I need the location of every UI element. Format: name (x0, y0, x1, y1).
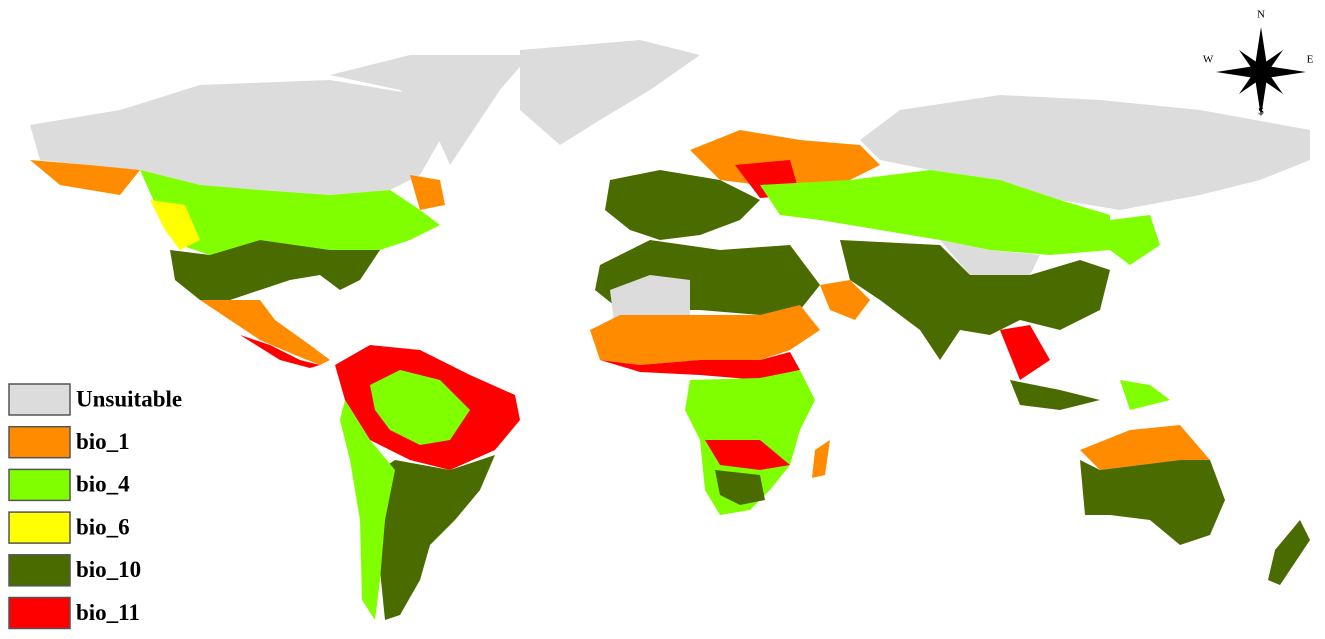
land (330, 55, 530, 165)
land (150, 200, 200, 250)
compass-needle (1255, 27, 1267, 72)
compass-label: S (1258, 106, 1264, 118)
land (1110, 215, 1160, 265)
compass-label: E (1307, 54, 1314, 66)
compass-label: W (1203, 54, 1214, 66)
land (690, 130, 880, 190)
land (760, 170, 1110, 255)
legend-swatch (8, 425, 71, 459)
legend-label: bio_10 (76, 557, 141, 582)
land (30, 160, 140, 195)
legend-swatch (8, 596, 71, 630)
land (940, 240, 1040, 275)
legend-label: bio_1 (76, 429, 130, 454)
land (605, 170, 760, 240)
land (140, 170, 440, 255)
land (590, 305, 820, 365)
world-map (30, 40, 1310, 620)
compass-needle (1261, 66, 1306, 78)
legend: Unsuitable bio_1 bio_4 bio_6 bio_10 bio_11 (8, 383, 182, 630)
land (812, 440, 830, 478)
land (340, 400, 395, 620)
land (370, 370, 470, 445)
legend-swatch (8, 554, 71, 587)
compass: N S W E (1203, 9, 1314, 118)
compass-label: N (1257, 9, 1265, 21)
compass-needle (1216, 66, 1261, 78)
land (600, 352, 800, 380)
land (840, 240, 1110, 360)
land (1268, 520, 1310, 585)
land (200, 300, 330, 365)
land (410, 175, 445, 210)
legend-label: bio_6 (76, 514, 130, 539)
legend-label: bio_4 (76, 472, 130, 497)
compass-needle (1255, 72, 1267, 117)
land (30, 80, 440, 195)
land (380, 455, 495, 620)
legend-label: bio_11 (76, 600, 140, 625)
land (820, 280, 870, 320)
land (705, 440, 790, 470)
land (170, 240, 380, 300)
land (1080, 460, 1225, 545)
land (1010, 380, 1100, 410)
land (860, 95, 1310, 210)
land (1120, 380, 1170, 410)
legend-swatch (8, 383, 71, 416)
legend-label: Unsuitable (76, 386, 182, 411)
land (520, 40, 700, 145)
land (1000, 325, 1050, 380)
legend-swatch (8, 468, 71, 502)
legend-swatch (8, 511, 71, 544)
land (240, 335, 320, 368)
land (715, 470, 765, 505)
land (1080, 425, 1210, 470)
compass-needle (1239, 68, 1265, 94)
